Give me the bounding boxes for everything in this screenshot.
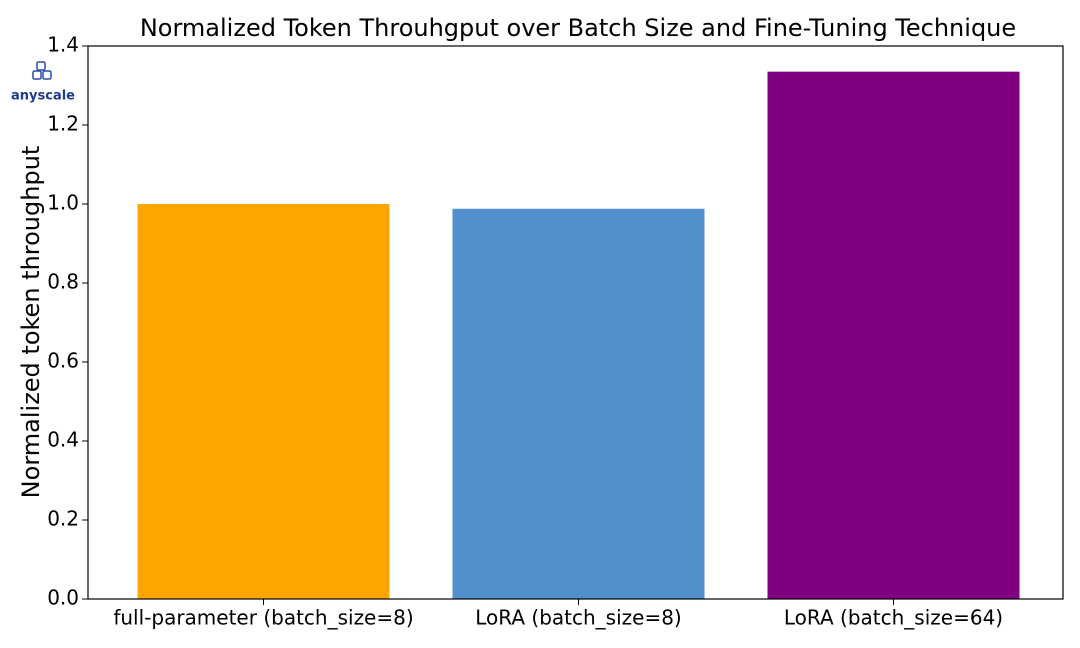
bar <box>137 204 390 599</box>
y-tick-label: 0.4 <box>47 428 79 452</box>
y-tick-label: 1.0 <box>47 191 79 215</box>
y-tick-label: 0.8 <box>47 270 79 294</box>
chart-title: Normalized Token Throuhgput over Batch S… <box>140 14 1016 42</box>
logo-text: anyscale <box>11 89 75 104</box>
plot-frame <box>87 45 1064 600</box>
bar <box>767 71 1020 600</box>
logo-icon <box>32 61 52 80</box>
bar <box>452 208 705 600</box>
x-tick-label: full-parameter (batch_size=8) <box>113 606 413 630</box>
y-tick-label: 0.2 <box>47 507 79 531</box>
y-tick-label: 0.6 <box>47 349 79 373</box>
x-tick-label: LoRA (batch_size=8) <box>475 606 681 630</box>
y-tick-label: 1.4 <box>47 33 79 57</box>
y-tick-label: 0.0 <box>47 586 79 610</box>
x-tick-label: LoRA (batch_size=64) <box>784 606 1003 630</box>
y-tick-label: 1.2 <box>47 112 79 136</box>
y-axis-label: Normalized token throughput <box>17 146 45 499</box>
